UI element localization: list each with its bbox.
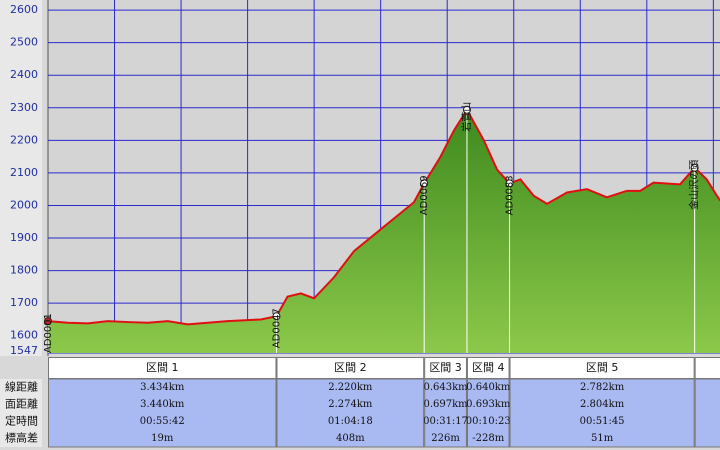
cell: 0.640km [466,382,511,393]
cell: 19m [151,433,174,444]
cell: 2.274km [328,399,373,410]
y-tick-label: 1600 [10,329,38,342]
y-tick-label: 2300 [10,101,38,114]
y-tick-label: 2000 [10,198,38,211]
table-column: 区間 3 0.643km 0.697km 00:31:17 226m [423,357,468,448]
cell: 01:04:18 [328,416,373,427]
data-cells [509,378,695,448]
waypoint-marker [420,179,429,188]
table-column [694,357,720,448]
plot [48,107,720,353]
row-label-cell [0,430,42,447]
cell: 2.220km [328,382,373,393]
cell: 00:51:45 [580,416,625,427]
cell-texts: 区間 4 0.640km 0.693km 00:10:23 -228m [466,361,511,444]
cell: 2.782km [580,382,625,393]
data-cells [424,378,467,448]
cell: 00:10:23 [466,416,511,427]
cell: 226m [431,433,460,444]
cell: 2.804km [580,399,625,410]
waypoint-label: 岩菅山 [460,102,473,132]
waypoint-marker [505,179,514,188]
column-header: 区間 5 [586,361,619,374]
waypoint-marker [690,163,699,172]
table-column: 区間 4 0.640km 0.693km 00:10:23 -228m [466,357,511,448]
data-cells [48,378,277,448]
cell: 00:55:42 [140,416,185,427]
row-label: 線距離 [5,380,38,394]
y-tick-label: 1900 [10,231,38,244]
cell: 0.697km [423,399,468,410]
y-tick-label: 2100 [10,166,38,179]
y-tick-label: 2500 [10,36,38,49]
cell: 0.693km [466,399,511,410]
cell: 51m [591,433,614,444]
row-label-cell [0,396,42,413]
row-label-cell [0,413,42,430]
y-tick-label: 2600 [10,3,38,16]
waypoint-label: AD0083 [505,175,516,215]
waypoint-label: AD0001 [43,313,54,353]
cell-texts: 区間 1 3.434km 3.440km 00:55:42 19m [140,361,185,444]
row-label: 面距離 [5,397,38,411]
cell: 3.440km [140,399,185,410]
y-tick-label: 1547 [10,344,38,357]
cell-texts: 区間 5 2.782km 2.804km 00:51:45 51m [580,361,625,444]
y-tick-label: 1700 [10,296,38,309]
waypoint-marker [44,317,52,326]
elevation-line [48,107,720,326]
elevation-area [48,109,720,353]
row-label-cell [0,379,42,396]
y-tick-label: 2200 [10,133,38,146]
table-column: 区間 5 2.782km 2.804km 00:51:45 51m [509,357,695,448]
column-header: 区間 2 [334,361,367,374]
y-tick-label: 2400 [10,68,38,81]
header-cell [694,357,720,379]
data-cells [694,378,720,448]
cell-texts: 区間 3 0.643km 0.697km 00:31:17 226m [423,361,468,444]
cell: 00:31:17 [423,416,468,427]
waypoint-label: AD0047 [271,308,282,348]
column-header: 区間 3 [429,361,462,374]
cell: 3.434km [140,382,185,393]
waypoint-label: AD0069 [419,175,430,215]
column-header: 区間 4 [472,361,505,374]
waypoint-marker [272,312,281,321]
data-cells [276,378,425,448]
cell: 0.643km [423,382,468,393]
data-cells [466,378,510,448]
row-label: 標高差 [5,431,38,445]
table-column: 区間 2 2.220km 2.274km 01:04:18 408m [276,357,425,448]
waypoint-label: 金山沢の頭 [688,160,701,210]
cell: 408m [336,433,365,444]
column-header: 区間 1 [146,361,179,374]
cell: -228m [472,433,504,444]
y-tick-label: 1800 [10,264,38,277]
y-axis-panel [0,0,42,356]
waypoint-marker [462,105,471,114]
table-column: 区間 1 3.434km 3.440km 00:55:42 19m [48,357,277,448]
cell-texts: 区間 2 2.220km 2.274km 01:04:18 408m [328,361,373,444]
row-label: 定時間 [5,414,38,428]
